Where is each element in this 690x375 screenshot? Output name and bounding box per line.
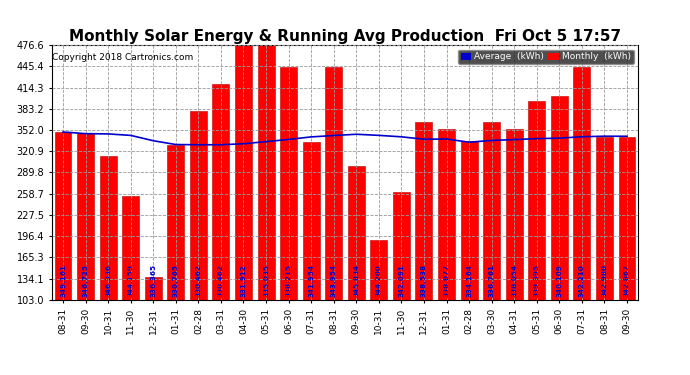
Bar bbox=[257, 41, 275, 300]
Bar bbox=[348, 165, 365, 300]
Bar bbox=[145, 278, 161, 300]
Text: 335.035: 335.035 bbox=[263, 264, 269, 297]
Text: 346.336: 346.336 bbox=[105, 264, 111, 297]
Bar bbox=[415, 122, 433, 300]
Text: 338.054: 338.054 bbox=[511, 264, 518, 297]
Text: 338.538: 338.538 bbox=[421, 264, 427, 297]
Text: 346.725: 346.725 bbox=[83, 264, 88, 297]
Text: 341.954: 341.954 bbox=[308, 264, 314, 297]
Bar bbox=[596, 137, 613, 300]
Bar bbox=[573, 67, 591, 300]
Bar bbox=[99, 156, 117, 300]
Text: 331.912: 331.912 bbox=[241, 264, 246, 297]
Text: 330.462: 330.462 bbox=[218, 264, 224, 297]
Bar bbox=[235, 28, 252, 300]
Text: Copyright 2018 Cartronics.com: Copyright 2018 Cartronics.com bbox=[52, 53, 194, 62]
Bar bbox=[618, 137, 635, 300]
Text: 334.164: 334.164 bbox=[466, 264, 472, 297]
Text: 330.765: 330.765 bbox=[172, 264, 179, 297]
Text: 338.215: 338.215 bbox=[286, 264, 292, 297]
Text: 336.365: 336.365 bbox=[150, 264, 156, 297]
Bar bbox=[371, 240, 387, 300]
Bar bbox=[551, 96, 568, 300]
Bar bbox=[168, 145, 184, 300]
Bar bbox=[280, 67, 297, 300]
Text: 345.834: 345.834 bbox=[353, 264, 359, 297]
Text: 339.395: 339.395 bbox=[534, 264, 540, 297]
Text: 330.462: 330.462 bbox=[195, 264, 201, 297]
Text: 343.954: 343.954 bbox=[331, 264, 337, 297]
Text: 342.980: 342.980 bbox=[602, 264, 607, 297]
Text: 336.761: 336.761 bbox=[489, 264, 495, 297]
Bar bbox=[461, 141, 477, 300]
Text: 342.210: 342.210 bbox=[579, 264, 585, 297]
Text: 338.877: 338.877 bbox=[444, 264, 449, 297]
Bar bbox=[303, 142, 319, 300]
Text: 342.867: 342.867 bbox=[624, 264, 630, 297]
Bar bbox=[55, 132, 72, 300]
Bar bbox=[393, 192, 410, 300]
Text: 349.161: 349.161 bbox=[60, 264, 66, 297]
Bar bbox=[213, 84, 229, 300]
Legend: Average  (kWh), Monthly  (kWh): Average (kWh), Monthly (kWh) bbox=[458, 50, 633, 64]
Bar bbox=[506, 129, 522, 300]
Bar bbox=[483, 122, 500, 300]
Title: Monthly Solar Energy & Running Avg Production  Fri Oct 5 17:57: Monthly Solar Energy & Running Avg Produ… bbox=[69, 29, 621, 44]
Bar bbox=[122, 196, 139, 300]
Text: 344.159: 344.159 bbox=[128, 264, 134, 297]
Bar bbox=[190, 111, 207, 300]
Bar bbox=[438, 129, 455, 300]
Bar bbox=[77, 134, 94, 300]
Bar bbox=[529, 101, 545, 300]
Text: 342.091: 342.091 bbox=[398, 264, 404, 297]
Text: 340.109: 340.109 bbox=[556, 264, 562, 297]
Bar bbox=[325, 67, 342, 300]
Text: 344.200: 344.200 bbox=[376, 264, 382, 297]
